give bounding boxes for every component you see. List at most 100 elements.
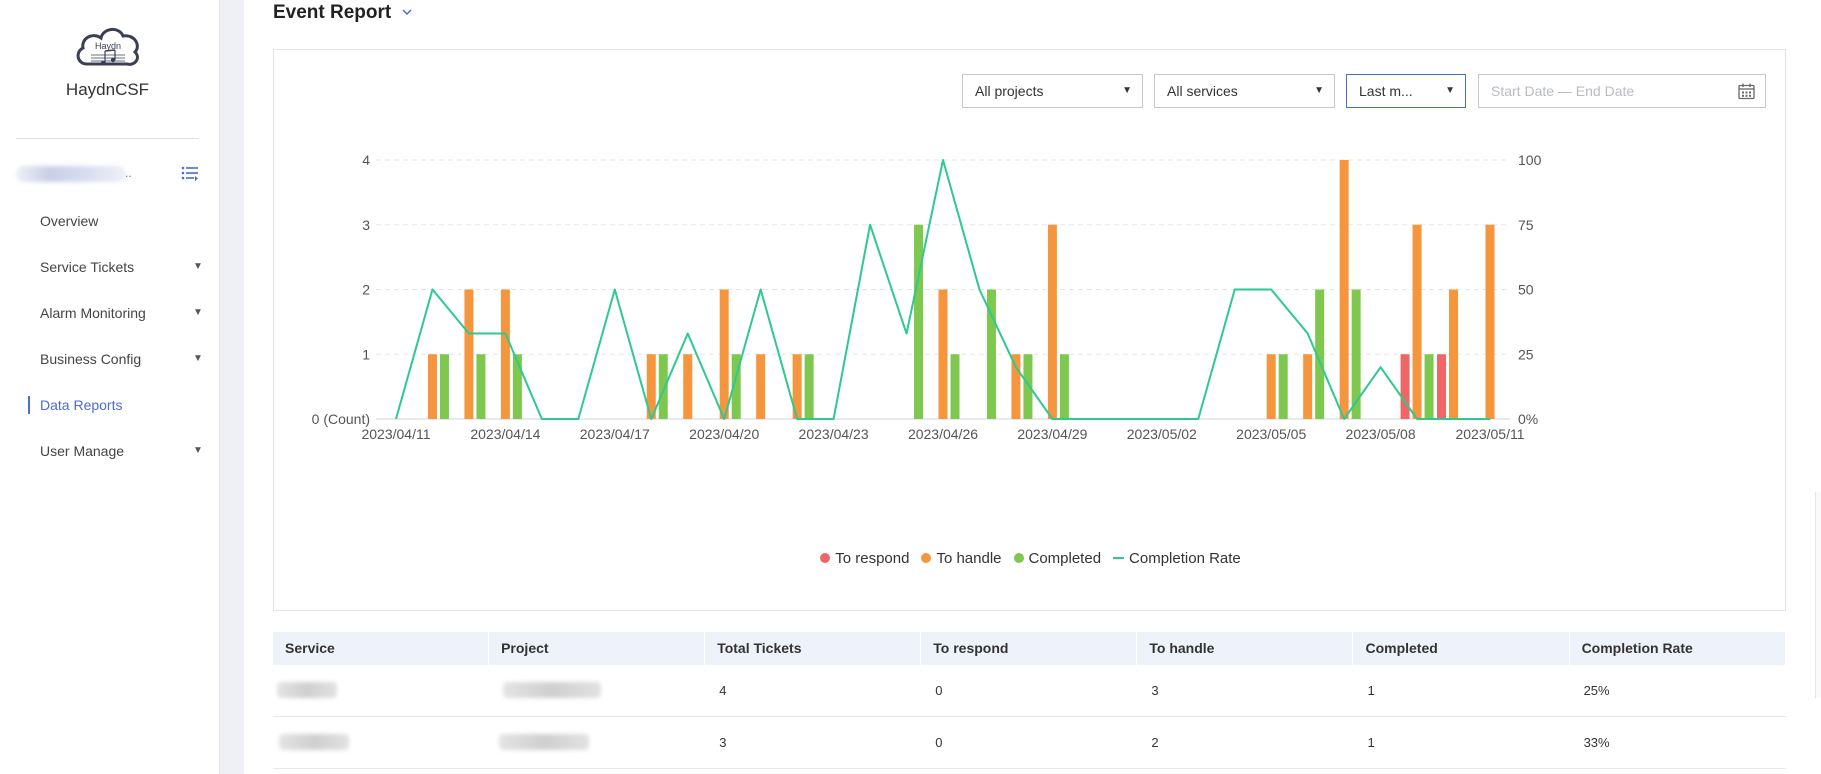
service-select-value: All services (1167, 83, 1238, 99)
user-info: .. (16, 164, 201, 186)
bar-completed (476, 354, 486, 419)
table-cell-to-respond: 0 (921, 665, 1137, 716)
list-icon[interactable] (180, 164, 200, 184)
caret-down-icon: ▼ (193, 307, 203, 318)
legend-item-to-respond[interactable]: To respond (820, 550, 909, 567)
cell-value: 25% (1583, 683, 1610, 698)
x-axis-tick: 2023/04/26 (908, 426, 978, 442)
report-table: Service Project Total Tickets To respond To … (273, 632, 1786, 769)
period-select[interactable]: Last m... ▼ (1346, 74, 1466, 108)
legend-item-completed[interactable]: Completed (1013, 550, 1101, 567)
column-header[interactable]: To handle (1137, 632, 1354, 665)
table-cell-rate: 25% (1570, 665, 1786, 716)
caret-down-icon: ▼ (193, 353, 203, 364)
project-select[interactable]: All projects ▼ (962, 74, 1143, 108)
x-axis-tick: 2023/04/29 (1017, 426, 1087, 442)
bar-to-handle (938, 289, 948, 419)
bar-completed (1059, 354, 1069, 419)
cell-value: 1 (1367, 683, 1375, 698)
bar-completed (439, 354, 449, 419)
table-cell-to-respond: 0 (921, 717, 1137, 768)
page-title: Event Report (273, 2, 392, 23)
table-cell-rate: 33% (1570, 717, 1786, 768)
sidebar-item-label: Service Tickets (40, 259, 135, 275)
sidebar-item-business-config[interactable]: Business Config ▼ (0, 342, 215, 388)
legend-item-completion-rate[interactable]: Completion Rate (1113, 550, 1241, 567)
redacted-value (279, 734, 349, 750)
x-axis-tick: 2023/05/11 (1455, 426, 1524, 442)
user-name-suffix: .. (125, 166, 132, 180)
column-header[interactable]: Completed (1353, 632, 1570, 665)
column-header[interactable]: Service (273, 632, 490, 665)
caret-down-icon: ▼ (193, 445, 203, 456)
bar-to-handle (1266, 354, 1276, 419)
caret-down-icon: ▼ (1445, 85, 1455, 96)
sidebar-item-data-reports[interactable]: Data Reports (0, 388, 215, 434)
event-report-chart: 0 (Count) 1 2 3 4 0% 25 50 75 100 2023/04/11 2023/0… (312, 152, 1542, 442)
legend-swatch (1013, 553, 1024, 563)
bar-to-handle (792, 354, 802, 419)
bar-completed (986, 289, 996, 419)
table-cell-service (273, 717, 489, 768)
column-header[interactable]: To respond (921, 632, 1138, 665)
bar-completed (658, 354, 668, 419)
x-axis-tick: 2023/04/14 (470, 426, 540, 442)
caret-down-icon: ▼ (1122, 85, 1132, 96)
cell-value: 3 (1151, 683, 1159, 698)
table-body: 4 0 3 1 25% 3 0 2 1 33% (273, 665, 1786, 769)
period-select-value: Last m... (1359, 83, 1413, 99)
sidebar-item-alarm-monitoring[interactable]: Alarm Monitoring ▼ (0, 296, 215, 342)
table-cell-total: 3 (705, 717, 921, 768)
date-range-input[interactable] (1479, 75, 1719, 107)
column-header[interactable]: Project (489, 632, 706, 665)
bar-completed (1424, 354, 1434, 419)
calendar-icon[interactable] (1738, 83, 1755, 100)
cell-value: 1 (1367, 735, 1375, 750)
scrollbar-edge[interactable] (1815, 492, 1821, 698)
x-axis-tick: 2023/05/08 (1346, 426, 1416, 442)
table-cell-completed: 1 (1353, 717, 1569, 768)
legend-label: To handle (936, 550, 1002, 567)
sidebar-item-user-manage[interactable]: User Manage ▼ (0, 434, 215, 480)
bar-completed (950, 354, 960, 419)
x-axis-tick: 2023/05/05 (1236, 426, 1306, 442)
bar-completed (731, 354, 741, 419)
sidebar-item-label: Alarm Monitoring (40, 305, 146, 321)
sidebar-item-overview[interactable]: Overview (0, 204, 215, 250)
svg-text:Haydn: Haydn (94, 41, 120, 51)
cell-value: 3 (719, 735, 727, 750)
legend-swatch (1113, 557, 1125, 559)
column-header[interactable]: Total Tickets (705, 632, 922, 665)
sidebar-item-label: Overview (40, 213, 99, 229)
caret-down-icon: ▼ (193, 261, 203, 272)
cell-value: 0 (935, 683, 943, 698)
y2-axis-tick: 0% (1518, 411, 1538, 427)
logo-area: Haydn HaydnCSF (0, 20, 215, 100)
sidebar-item-service-tickets[interactable]: Service Tickets ▼ (0, 250, 215, 296)
table-row[interactable]: 4 0 3 1 25% (273, 665, 1786, 717)
redacted-value (499, 734, 590, 750)
cell-value: 0 (935, 735, 943, 750)
table-row[interactable]: 3 0 2 1 33% (273, 717, 1786, 769)
table-cell-to-handle: 2 (1137, 717, 1353, 768)
sidebar-item-label: Business Config (40, 351, 142, 367)
sidebar: Haydn HaydnCSF .. Overview Service Ticket… (0, 0, 220, 774)
y-axis-tick: 3 (362, 217, 370, 233)
redacted-value (503, 682, 602, 698)
table-cell-project (489, 665, 705, 716)
chevron-down-icon[interactable] (399, 4, 415, 20)
service-select[interactable]: All services ▼ (1154, 74, 1335, 108)
date-range-picker[interactable] (1478, 74, 1766, 108)
column-header[interactable]: Completion Rate (1570, 632, 1786, 665)
y2-axis-tick: 25 (1518, 346, 1534, 362)
table-cell-project (489, 717, 705, 768)
bar-completed (1351, 289, 1361, 419)
legend-item-to-handle[interactable]: To handle (921, 550, 1002, 567)
x-axis-tick: 2023/04/23 (799, 426, 869, 442)
brand-name: HaydnCSF (65, 80, 150, 99)
haydn-cloud-logo-icon[interactable]: Haydn (73, 20, 143, 74)
bar-to-respond (1437, 354, 1447, 419)
table-header: Service Project Total Tickets To respond To … (273, 632, 1786, 665)
x-axis-tick: 2023/04/11 (361, 426, 430, 442)
cell-value: 4 (719, 683, 727, 698)
